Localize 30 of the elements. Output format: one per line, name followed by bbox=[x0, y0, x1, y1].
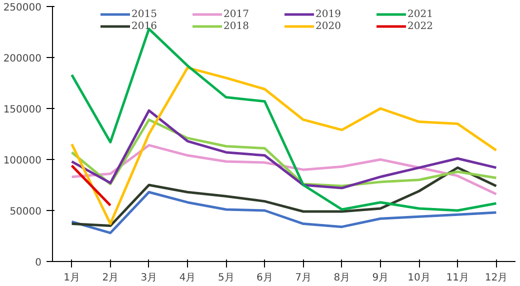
legend-label: 2016 bbox=[132, 20, 158, 32]
y-tick-label: 200000 bbox=[3, 54, 42, 64]
x-tick-label: 8月 bbox=[334, 272, 350, 284]
legend-label: 2022 bbox=[408, 20, 434, 32]
x-tick-label: 1月 bbox=[64, 272, 80, 284]
x-tick-label: 4月 bbox=[179, 272, 196, 284]
legend-label: 2017 bbox=[224, 8, 250, 20]
y-tick-label: 100000 bbox=[3, 156, 42, 166]
line-series bbox=[70, 28, 498, 212]
x-tick-label: 3月 bbox=[140, 272, 158, 284]
x-tick-label: 12月 bbox=[484, 272, 508, 284]
x-tick-label: 10月 bbox=[408, 272, 430, 284]
legend-label: 2018 bbox=[224, 20, 250, 32]
y-tick-label: 250000 bbox=[3, 2, 42, 14]
legend-label: 2021 bbox=[408, 8, 434, 20]
legend-label: 2019 bbox=[316, 8, 342, 20]
legend-label: 2015 bbox=[132, 8, 158, 20]
y-tick-label: 0 bbox=[35, 258, 42, 268]
x-tick-label: 2月 bbox=[102, 272, 119, 284]
x-tick-label: 6月 bbox=[256, 272, 273, 284]
line-series bbox=[70, 190, 498, 234]
y-tick-label: 150000 bbox=[3, 104, 42, 116]
line-series bbox=[70, 166, 498, 228]
x-tick-label: 11月 bbox=[446, 272, 469, 284]
y-tick-label: 50000 bbox=[10, 206, 42, 218]
x-tick-label: 9月 bbox=[372, 272, 389, 284]
x-tick-label: 7月 bbox=[295, 272, 312, 284]
x-tick-label: 5月 bbox=[218, 272, 234, 284]
line-series bbox=[70, 66, 498, 226]
legend-label: 2020 bbox=[316, 20, 342, 32]
